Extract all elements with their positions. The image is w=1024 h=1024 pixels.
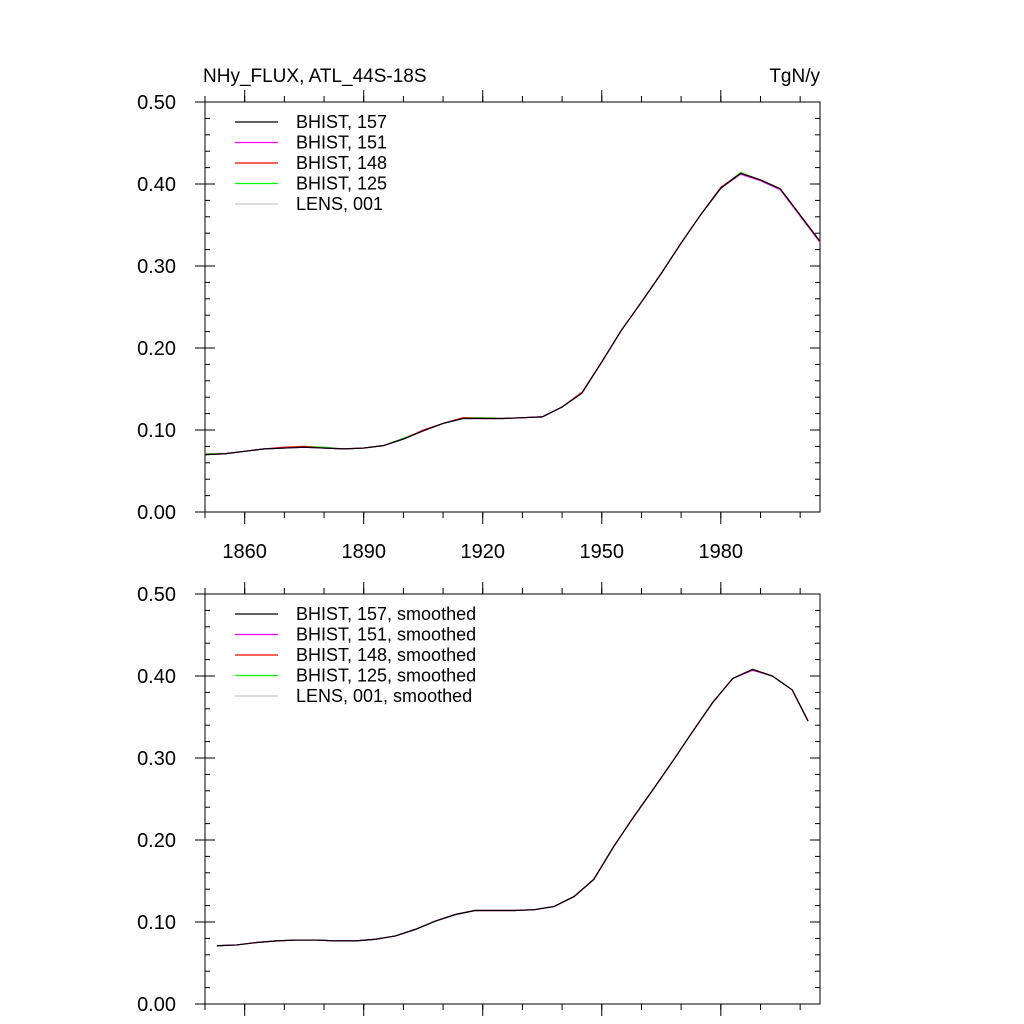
x-tick-label: 1950 [580, 541, 625, 563]
y-tick-label: 0.20 [137, 830, 176, 852]
chart-title-units: TgN/y [769, 66, 820, 87]
series-line-3 [205, 171, 821, 455]
legend-label-2: BHIST, 148, smoothed [296, 645, 476, 665]
series-line-4 [204, 173, 821, 456]
y-tick-label: 0.00 [137, 994, 176, 1016]
legend-label-1: BHIST, 151 [296, 133, 387, 153]
y-tick-label: 0.30 [137, 256, 176, 278]
legend-label-4: LENS, 001 [296, 194, 383, 214]
y-tick-label: 0.00 [137, 502, 176, 524]
series-line-1 [216, 669, 809, 947]
series-line-1 [204, 173, 821, 456]
series-line-4 [216, 669, 809, 947]
series-line-0 [216, 668, 809, 947]
y-tick-label: 0.20 [137, 338, 176, 360]
legend-label-4: LENS, 001, smoothed [296, 686, 472, 706]
x-tick-label: 1920 [460, 541, 505, 563]
series-line-2 [204, 172, 821, 456]
legend-label-0: BHIST, 157 [296, 112, 387, 132]
y-tick-label: 0.40 [137, 666, 176, 688]
y-tick-label: 0.10 [137, 420, 176, 442]
x-tick-label: 1890 [341, 541, 386, 563]
legend-label-0: BHIST, 157, smoothed [296, 604, 476, 624]
top-panel: 0.00 0.10 0.20 0.30 0.40 0.50 1860 1890 1920 1950… [137, 90, 821, 563]
legend-label-2: BHIST, 148 [296, 153, 387, 173]
y-tick-label: 0.40 [137, 174, 176, 196]
series-line-2 [216, 668, 809, 947]
y-tick-label: 0.30 [137, 748, 176, 770]
plot-frame [204, 593, 821, 1005]
chart-title-left: NHy_FLUX, ATL_44S-18S [203, 66, 427, 87]
legend-label-3: BHIST, 125, smoothed [296, 666, 476, 686]
y-tick-label: 0.10 [137, 912, 176, 934]
series-line-3 [216, 668, 809, 947]
bottom-panel: 0.00 0.10 0.20 0.30 0.40 0.50 BHIST, 157, smoo… [137, 582, 821, 1016]
y-tick-label: 0.50 [137, 92, 176, 114]
legend-label-3: BHIST, 125 [296, 174, 387, 194]
x-tick-label: 1980 [699, 541, 744, 563]
series-line-0 [204, 172, 821, 456]
y-tick-label: 0.50 [137, 584, 176, 606]
x-tick-label: 1860 [222, 541, 267, 563]
legend-label-1: BHIST, 151, smoothed [296, 625, 476, 645]
plot-frame [204, 101, 821, 513]
